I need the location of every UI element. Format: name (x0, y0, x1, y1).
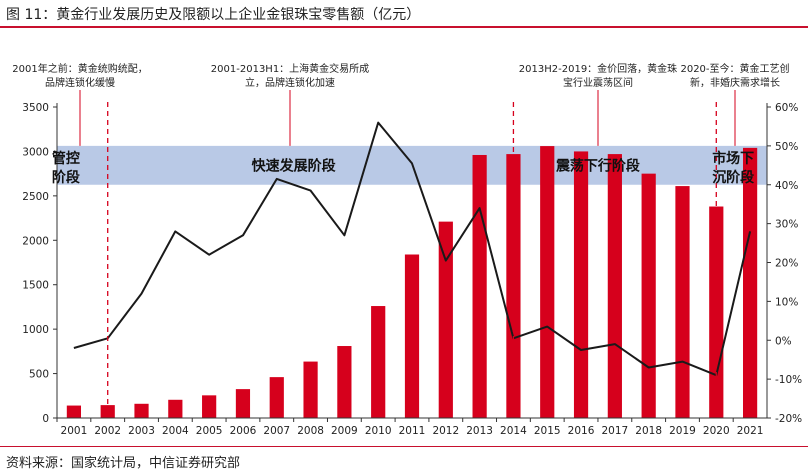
x-tick-label: 2007 (263, 425, 290, 437)
phase-label: 阶段 (52, 169, 80, 186)
x-tick-label: 2015 (534, 425, 561, 437)
phase-label: 快速发展阶段 (252, 157, 336, 174)
right-tick-label: 50% (775, 141, 798, 153)
bar-2021 (742, 147, 758, 419)
x-tick-label: 2006 (230, 425, 257, 437)
bar-2006 (235, 389, 251, 418)
x-tick-label: 2014 (500, 425, 527, 437)
left-tick-label: 3500 (22, 102, 49, 114)
x-tick-label: 2009 (331, 425, 358, 437)
bar-2005 (202, 395, 217, 418)
source-note: 资料来源：国家统计局，中信证券研究部 (6, 456, 241, 471)
right-tick-label: 30% (775, 219, 798, 231)
left-tick-label: 0 (42, 413, 49, 425)
x-tick-label: 2013 (466, 425, 493, 437)
x-tick-label: 2004 (162, 425, 189, 437)
x-tick-label: 2012 (432, 425, 459, 437)
annotation-text: 2020-至今：黄金工艺创 (680, 62, 789, 75)
right-tick-label: 60% (775, 102, 798, 114)
x-tick-label: 2017 (601, 425, 628, 437)
phase-label: 管控 (52, 150, 80, 167)
bar-2004 (168, 399, 183, 418)
x-tick-label: 2011 (399, 425, 426, 437)
x-tick-label: 2020 (703, 425, 730, 437)
annotation-text: 2001年之前：黄金统购统配， (12, 62, 147, 75)
x-tick-label: 2010 (365, 425, 392, 437)
annotation-text: 宝行业震荡区间 (563, 76, 633, 89)
x-tick-label: 2018 (635, 425, 662, 437)
phase-label: 沉阶段 (712, 169, 754, 186)
x-tick-label: 2005 (196, 425, 223, 437)
bar-2009 (337, 346, 352, 418)
bar-2013 (472, 154, 487, 419)
bar-2015 (540, 146, 555, 418)
bar-2012 (438, 221, 453, 418)
bar-2016 (573, 151, 589, 418)
bar-2019 (675, 186, 690, 418)
chart: 0 500 1000 1500 2000 2500 3000 3500 -20% -10% 0% 10… (12, 62, 802, 437)
x-tick-label: 2003 (128, 425, 155, 437)
phase-label: 市场下 (712, 150, 754, 167)
left-tick-label: 1500 (22, 280, 49, 292)
bar-2008 (303, 361, 318, 418)
right-tick-label: 0% (775, 335, 792, 347)
bar-2010 (371, 306, 386, 418)
right-tick-label: 40% (775, 180, 798, 192)
x-tick-label: 2002 (94, 425, 121, 437)
right-tick-label: -20% (775, 413, 802, 425)
footer-divider (0, 446, 808, 447)
title-divider (0, 26, 808, 28)
annotation-text: 2013H2-2019：金价回落，黄金珠 (519, 62, 677, 75)
annotation-text: 品牌连锁化缓慢 (45, 76, 115, 89)
page-title: 图 11：黄金行业发展历史及限额以上企业金银珠宝零售额（亿元） (6, 7, 421, 23)
phase-label: 震荡下行阶段 (555, 157, 640, 174)
bar-2017 (607, 154, 622, 418)
bar-2003 (134, 403, 149, 418)
left-tick-label: 3000 (22, 146, 49, 158)
bar-2011 (404, 254, 420, 418)
x-tick-label: 2021 (737, 425, 764, 437)
bar-2001 (66, 405, 82, 418)
left-tick-label: 1000 (22, 324, 49, 336)
right-tick-label: 10% (775, 296, 798, 308)
annotation-text: 新，非婚庆需求增长 (690, 76, 780, 89)
left-tick-label: 500 (29, 369, 49, 381)
annotation-text: 2001-2013H1：上海黄金交易所成 (211, 62, 369, 75)
annotation-text: 立，品牌连锁化加速 (245, 76, 335, 89)
right-tick-label: -10% (775, 374, 802, 386)
right-tick-label: 20% (775, 258, 798, 270)
left-tick-label: 2500 (22, 191, 49, 203)
x-tick-label: 2019 (669, 425, 696, 437)
left-tick-label: 2000 (22, 235, 49, 247)
x-tick-label: 2016 (568, 425, 595, 437)
x-tick-label: 2008 (297, 425, 324, 437)
bar-2018 (641, 173, 656, 418)
x-tick-label: 2001 (61, 425, 88, 437)
bar-2007 (269, 377, 284, 418)
